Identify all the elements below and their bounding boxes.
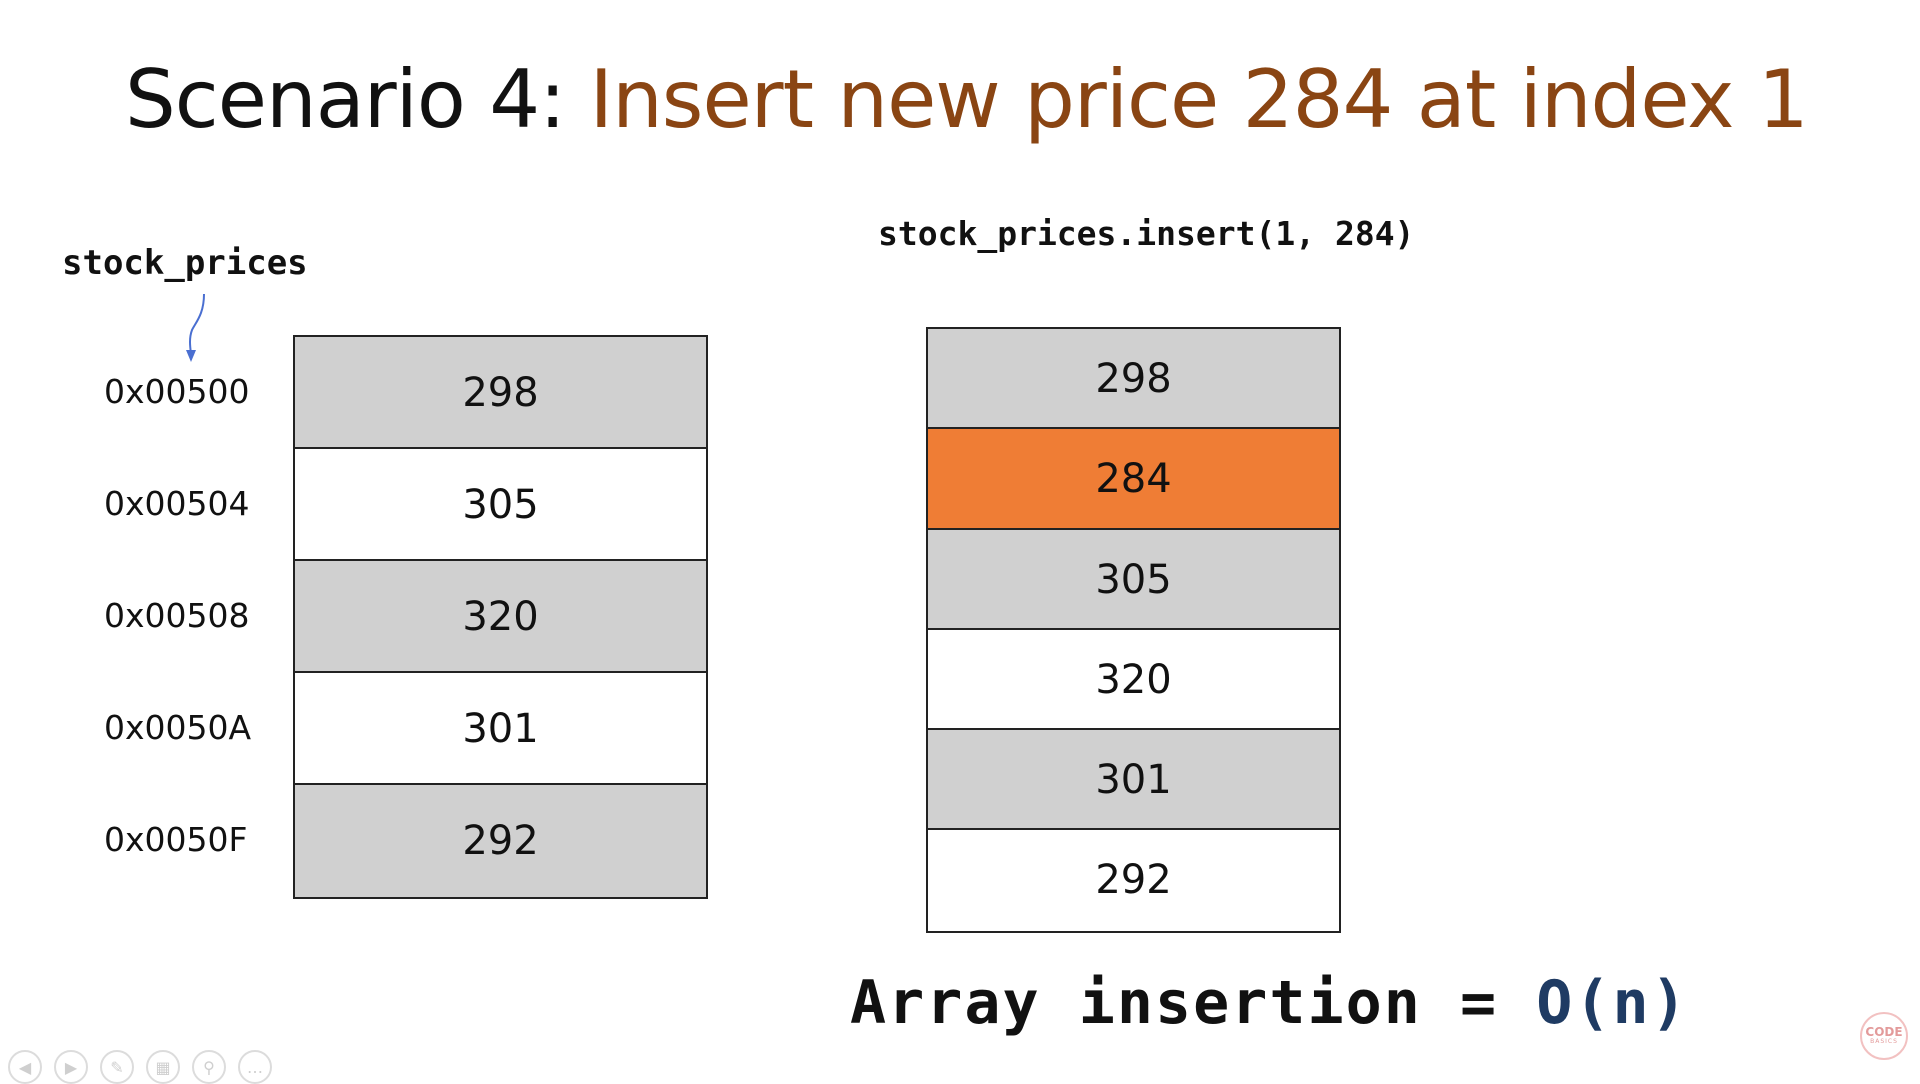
array-cell: 292 xyxy=(928,830,1339,931)
complexity-value: O(n) xyxy=(1536,968,1689,1038)
title-highlight: Insert new price 284 at index 1 xyxy=(589,53,1808,146)
logo-subtext: BASICS xyxy=(1870,1038,1898,1045)
next-icon[interactable]: ▶ xyxy=(54,1050,88,1084)
array-cell: 305 xyxy=(295,449,706,561)
slide-title: Scenario 4: Insert new price 284 at inde… xyxy=(125,50,1845,150)
complexity-label: Array insertion = xyxy=(850,968,1537,1038)
more-icon[interactable]: … xyxy=(238,1050,272,1084)
previous-icon[interactable]: ◀ xyxy=(8,1050,42,1084)
variable-label: stock_prices xyxy=(62,243,308,283)
inserted-cell: 284 xyxy=(928,429,1339,530)
pen-icon[interactable]: ✎ xyxy=(100,1050,134,1084)
array-cell: 301 xyxy=(928,730,1339,831)
zoom-icon[interactable]: ⚲ xyxy=(192,1050,226,1084)
logo-text: CODE xyxy=(1865,1025,1903,1039)
presentation-controls: ◀ ▶ ✎ ▦ ⚲ … xyxy=(8,1050,272,1084)
array-cell: 292 xyxy=(295,785,706,897)
updated-array: 298 284 305 320 301 292 xyxy=(926,327,1341,933)
array-cell: 320 xyxy=(928,629,1339,731)
address-label: 0x0050A xyxy=(104,708,252,747)
slides-icon[interactable]: ▦ xyxy=(146,1050,180,1084)
pointer-arrow-icon xyxy=(186,293,205,362)
brand-logo: CODE BASICS xyxy=(1860,1012,1908,1060)
original-array: 298 305 320 301 292 xyxy=(293,335,708,899)
array-cell: 305 xyxy=(928,529,1339,630)
address-label: 0x00508 xyxy=(104,596,250,635)
array-cell: 301 xyxy=(295,673,706,785)
array-cell: 298 xyxy=(295,337,706,449)
complexity-note: Array insertion = O(n) xyxy=(850,968,1689,1038)
array-cell: 320 xyxy=(295,561,706,673)
title-prefix: Scenario 4: xyxy=(125,53,590,146)
address-label: 0x00500 xyxy=(104,372,250,411)
address-label: 0x0050F xyxy=(104,820,248,859)
address-label: 0x00504 xyxy=(104,484,250,523)
insert-code: stock_prices.insert(1, 284) xyxy=(878,214,1415,253)
array-cell: 298 xyxy=(928,329,1339,430)
